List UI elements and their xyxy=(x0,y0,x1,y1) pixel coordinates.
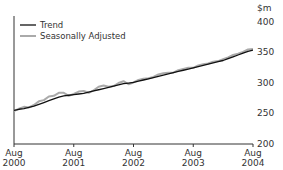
x-tick xyxy=(73,144,74,147)
series-line xyxy=(14,49,253,111)
x-tick xyxy=(14,144,15,147)
x-tick-label: Aug2001 xyxy=(62,148,85,168)
x-tick-label: Aug2000 xyxy=(3,148,26,168)
legend-label: Seasonally Adjusted xyxy=(40,31,126,41)
series-line xyxy=(14,50,253,110)
legend: TrendSeasonally Adjusted xyxy=(20,20,126,41)
x-tick xyxy=(133,144,134,147)
plot-area xyxy=(14,49,253,111)
chart: 200 250 300 350 400 $m Aug2000 Aug2001 Aug2002 Au… xyxy=(0,0,283,170)
x-tick-label: Aug2002 xyxy=(122,148,145,168)
y-axis-label: $m xyxy=(257,3,272,13)
x-tick xyxy=(253,144,254,147)
x-tick-label: Aug2004 xyxy=(242,148,265,168)
x-tick-label: Aug2003 xyxy=(182,148,205,168)
y-tick-label: 300 xyxy=(257,78,274,88)
y-tick-label: 250 xyxy=(257,108,274,118)
legend-swatch xyxy=(20,35,36,37)
y-axis-line xyxy=(14,16,15,144)
legend-swatch xyxy=(20,24,36,25)
y-tick-label: 200 xyxy=(257,139,274,149)
x-tick xyxy=(193,144,194,147)
y-tick-label: 350 xyxy=(257,47,274,57)
legend-label: Trend xyxy=(39,20,63,30)
y-tick-label: 400 xyxy=(257,17,274,27)
